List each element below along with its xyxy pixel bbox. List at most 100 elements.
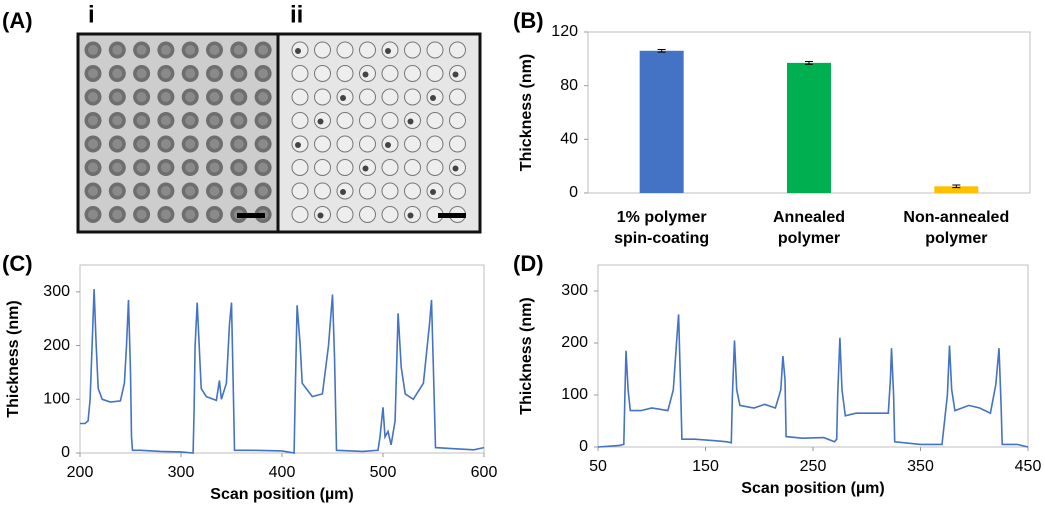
x-tick-label: 500: [370, 464, 397, 481]
residue: [452, 71, 459, 78]
error-bar: [805, 61, 813, 65]
well: [381, 182, 399, 200]
residue: [362, 71, 369, 78]
well: [291, 88, 309, 106]
y-tick-label: 0: [579, 438, 588, 455]
x-tick-label: 50: [589, 458, 607, 475]
scale-bar: [438, 213, 466, 218]
image-label: i: [88, 1, 95, 28]
error-bar: [952, 184, 961, 189]
well-center: [112, 209, 123, 220]
panel-label: (B): [513, 8, 544, 33]
well-center: [233, 92, 244, 102]
residue: [362, 165, 369, 172]
well: [291, 65, 309, 82]
x-axis-label: Scan position (µm): [210, 486, 353, 503]
residue: [385, 142, 391, 148]
well-center: [209, 139, 220, 149]
well: [314, 159, 331, 176]
data-line: [80, 289, 485, 454]
y-axis-label: Thickness (nm): [518, 297, 535, 414]
well: [404, 182, 421, 200]
error-bar: [657, 48, 666, 53]
well-center: [258, 92, 269, 102]
residue: [317, 118, 324, 125]
well-center: [185, 68, 196, 79]
well-center: [233, 162, 244, 173]
well-center: [136, 162, 147, 173]
scale-bar: [237, 213, 265, 218]
panel-label: (C): [2, 251, 33, 276]
y-tick-label: 120: [551, 23, 578, 40]
well-center: [112, 139, 123, 149]
x-tick-label: 300: [168, 464, 195, 481]
well-center: [258, 162, 269, 173]
residue: [295, 142, 301, 148]
well-center: [233, 139, 244, 149]
well-center: [136, 68, 147, 79]
y-tick-label: 100: [43, 391, 70, 408]
well: [404, 135, 421, 153]
residue: [317, 212, 324, 219]
well: [449, 182, 466, 200]
y-axis-label: Thickness (nm): [5, 300, 22, 417]
plot-frame: [79, 264, 485, 454]
image-label: ii: [290, 1, 303, 28]
micrograph: [78, 34, 278, 232]
well-center: [160, 68, 171, 79]
well-center: [112, 92, 123, 102]
well: [381, 112, 399, 129]
well-center: [136, 209, 147, 220]
well: [426, 112, 444, 129]
well: [359, 41, 376, 59]
residue: [430, 189, 436, 195]
well-center: [160, 209, 171, 220]
bar: [787, 62, 831, 193]
x-tick-label: 350: [907, 458, 934, 475]
x-tick-label: 200: [67, 464, 94, 481]
residue: [407, 118, 414, 125]
x-tick-label: Annealed polymer: [772, 209, 845, 247]
x-tick-label: Non-annealed polymer: [903, 209, 1010, 247]
well: [426, 135, 444, 153]
well: [359, 112, 376, 129]
data-line: [597, 314, 1029, 448]
x-tick-label: 250: [800, 458, 827, 475]
well-center: [233, 68, 244, 79]
residue: [452, 165, 459, 172]
bar: [934, 186, 979, 193]
well: [426, 65, 444, 82]
well-center: [112, 186, 123, 196]
well: [336, 159, 354, 176]
well-center: [185, 115, 196, 126]
well-center: [112, 45, 123, 55]
well-center: [160, 162, 171, 173]
well-center: [209, 186, 220, 196]
y-tick-label: 0: [569, 184, 578, 201]
well: [291, 182, 309, 200]
well: [381, 206, 399, 223]
well: [404, 159, 421, 176]
well: [404, 88, 421, 106]
y-tick-label: 200: [561, 334, 588, 351]
well: [404, 65, 421, 82]
well-center: [88, 139, 98, 149]
well-center: [136, 139, 147, 149]
well: [336, 65, 354, 82]
well-center: [136, 186, 147, 196]
well: [449, 88, 466, 106]
well-center: [88, 115, 98, 126]
well-center: [209, 45, 220, 55]
well-center: [209, 115, 220, 126]
well: [314, 135, 331, 153]
panel-label: (D): [513, 251, 544, 276]
well: [336, 112, 354, 129]
well: [336, 135, 354, 153]
well: [291, 206, 309, 223]
well-center: [209, 92, 220, 102]
well-center: [160, 139, 171, 149]
y-axis-label: Thickness (nm): [518, 54, 535, 171]
well-center: [160, 92, 171, 102]
well-center: [88, 45, 98, 55]
